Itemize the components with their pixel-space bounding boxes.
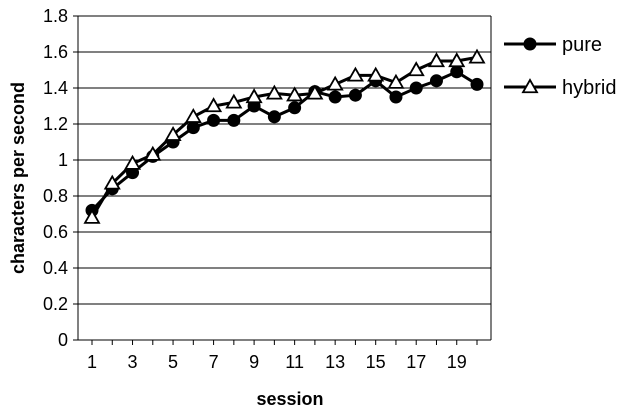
data-point-hybrid bbox=[468, 48, 486, 64]
series-line-hybrid bbox=[90, 55, 478, 219]
data-point-hybrid bbox=[448, 52, 466, 68]
data-point-hybrid bbox=[326, 75, 344, 91]
x-tick-labels: 1 3 5 7 9 11 13 15 17 19 bbox=[87, 352, 467, 372]
data-point-pure bbox=[389, 90, 403, 104]
data-point-pure bbox=[186, 121, 200, 135]
y-tick-label: 1 bbox=[58, 150, 68, 170]
x-tick-label: 19 bbox=[447, 352, 467, 372]
x-tick-label: 15 bbox=[366, 352, 386, 372]
x-tick-label: 17 bbox=[406, 352, 426, 372]
data-point-hybrid bbox=[144, 145, 162, 161]
data-point-hybrid bbox=[387, 73, 405, 89]
data-point-hybrid bbox=[286, 86, 304, 102]
legend-label: pure bbox=[562, 34, 602, 56]
data-point-pure bbox=[450, 65, 464, 79]
x-axis-label: session bbox=[256, 389, 323, 409]
data-point-hybrid bbox=[164, 125, 182, 141]
data-point-hybrid bbox=[306, 84, 324, 100]
data-point-pure bbox=[470, 77, 484, 91]
data-point-pure bbox=[328, 90, 342, 104]
data-point-hybrid bbox=[245, 88, 263, 104]
y-tick-label: 0.6 bbox=[43, 222, 68, 242]
legend: pure hybrid bbox=[504, 34, 616, 99]
data-point-pure bbox=[429, 74, 443, 88]
legend-item-pure: pure bbox=[504, 34, 602, 56]
data-point-hybrid bbox=[83, 208, 101, 224]
y-tick-label: 1.8 bbox=[43, 6, 68, 26]
x-tick-label: 7 bbox=[209, 352, 219, 372]
data-point-hybrid bbox=[103, 174, 121, 190]
y-tick-label: 0 bbox=[58, 330, 68, 350]
data-point-hybrid bbox=[184, 107, 202, 123]
y-tick-label: 1.2 bbox=[43, 114, 68, 134]
x-tick-label: 1 bbox=[87, 352, 97, 372]
y-tick-label: 0.2 bbox=[43, 294, 68, 314]
data-point-pure bbox=[227, 113, 241, 127]
legend-item-hybrid: hybrid bbox=[504, 77, 616, 99]
x-tick-label: 3 bbox=[128, 352, 138, 372]
y-tick-label: 1.6 bbox=[43, 42, 68, 62]
y-tick-label: 1.4 bbox=[43, 78, 68, 98]
data-point-hybrid bbox=[346, 66, 364, 82]
y-tick-labels: 0 0.2 0.4 0.6 0.8 1 1.2 1.4 1.6 1.8 bbox=[43, 6, 68, 350]
data-point-pure bbox=[348, 88, 362, 102]
x-tick-label: 11 bbox=[285, 352, 304, 372]
data-point-pure bbox=[409, 81, 423, 95]
data-point-hybrid bbox=[265, 84, 283, 100]
data-point-hybrid bbox=[205, 97, 223, 113]
axes bbox=[73, 15, 492, 345]
x-tick-label: 9 bbox=[249, 352, 259, 372]
data-point-pure bbox=[288, 101, 302, 115]
series-hybrid bbox=[83, 48, 486, 224]
data-point-pure bbox=[207, 113, 221, 127]
data-point-hybrid bbox=[123, 154, 142, 170]
series-group bbox=[83, 48, 486, 224]
data-point-hybrid bbox=[225, 93, 243, 109]
data-point-hybrid bbox=[427, 52, 446, 68]
legend-marker-pure bbox=[523, 37, 537, 51]
data-point-hybrid bbox=[407, 61, 425, 77]
x-tick-label: 5 bbox=[168, 352, 178, 372]
y-tick-label: 0.4 bbox=[43, 258, 68, 278]
x-tick-label: 13 bbox=[325, 352, 345, 372]
data-point-pure bbox=[267, 110, 281, 124]
data-point-hybrid bbox=[367, 66, 385, 82]
y-axis-label: characters per second bbox=[8, 82, 28, 274]
y-tick-label: 0.8 bbox=[43, 186, 68, 206]
legend-marker-hybrid bbox=[521, 78, 539, 94]
legend-label: hybrid bbox=[562, 77, 616, 99]
